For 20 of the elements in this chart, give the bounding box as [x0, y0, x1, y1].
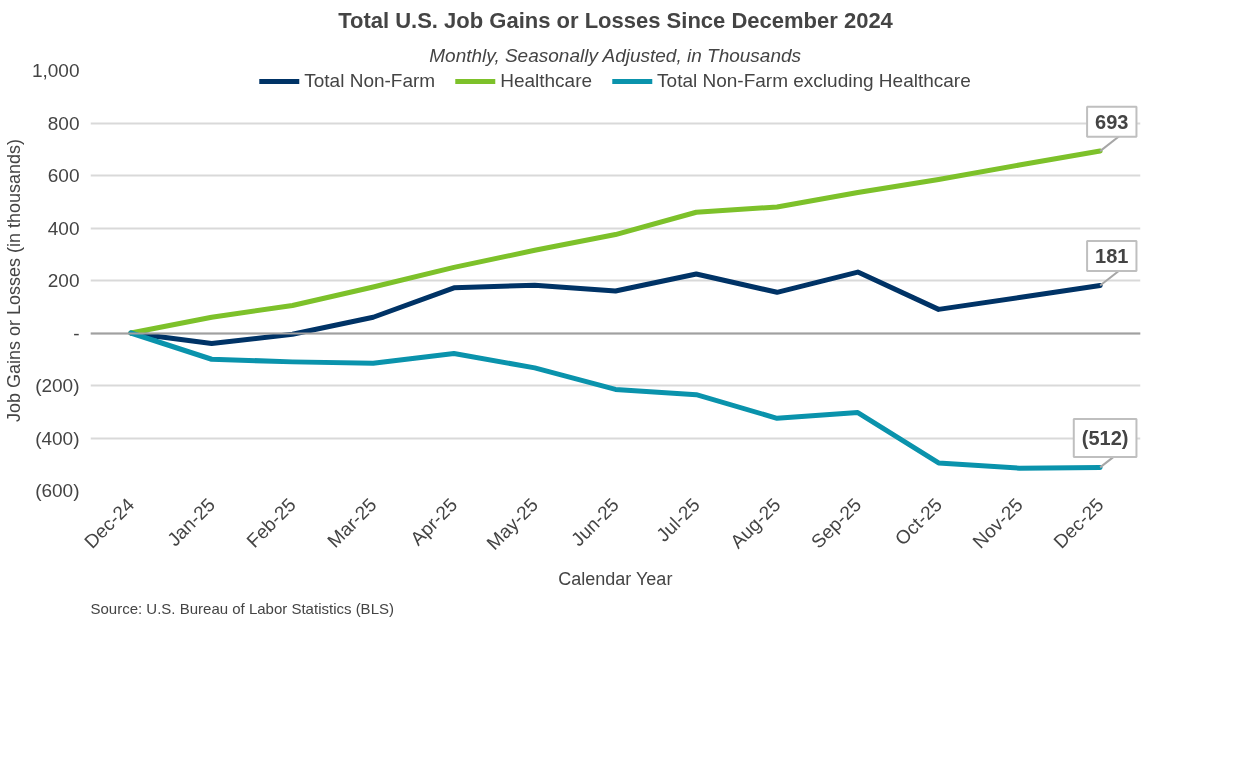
y-tick-label: - [73, 322, 80, 344]
chart-title: Total U.S. Job Gains or Losses Since December 2024 [338, 7, 894, 33]
data-label: 181 [1095, 245, 1129, 268]
legend-label: Total Non-Farm excluding Healthcare [657, 70, 971, 92]
legend-label: Total Non-Farm [304, 70, 436, 92]
y-axis-title: Job Gains or Losses (in thousands) [3, 138, 24, 423]
y-tick-label: 200 [47, 270, 80, 291]
y-tick-label: (400) [35, 427, 80, 449]
legend-label: Healthcare [500, 70, 593, 92]
y-tick-label: (200) [35, 375, 80, 396]
y-tick-label: 400 [47, 217, 80, 239]
data-label: (512) [1081, 427, 1129, 449]
x-axis-title: Calendar Year [558, 569, 673, 590]
source-note: Source: U.S. Bureau of Labor Statistics (BLS) [90, 599, 394, 617]
y-tick-label: 1,000 [31, 60, 80, 81]
chart-subtitle: Monthly, Seasonally Adjusted, in Thousands [429, 44, 802, 66]
y-tick-label: 800 [47, 112, 80, 134]
data-label: 693 [1095, 110, 1129, 133]
y-tick-label: (600) [35, 480, 80, 501]
y-tick-label: 600 [47, 165, 80, 186]
